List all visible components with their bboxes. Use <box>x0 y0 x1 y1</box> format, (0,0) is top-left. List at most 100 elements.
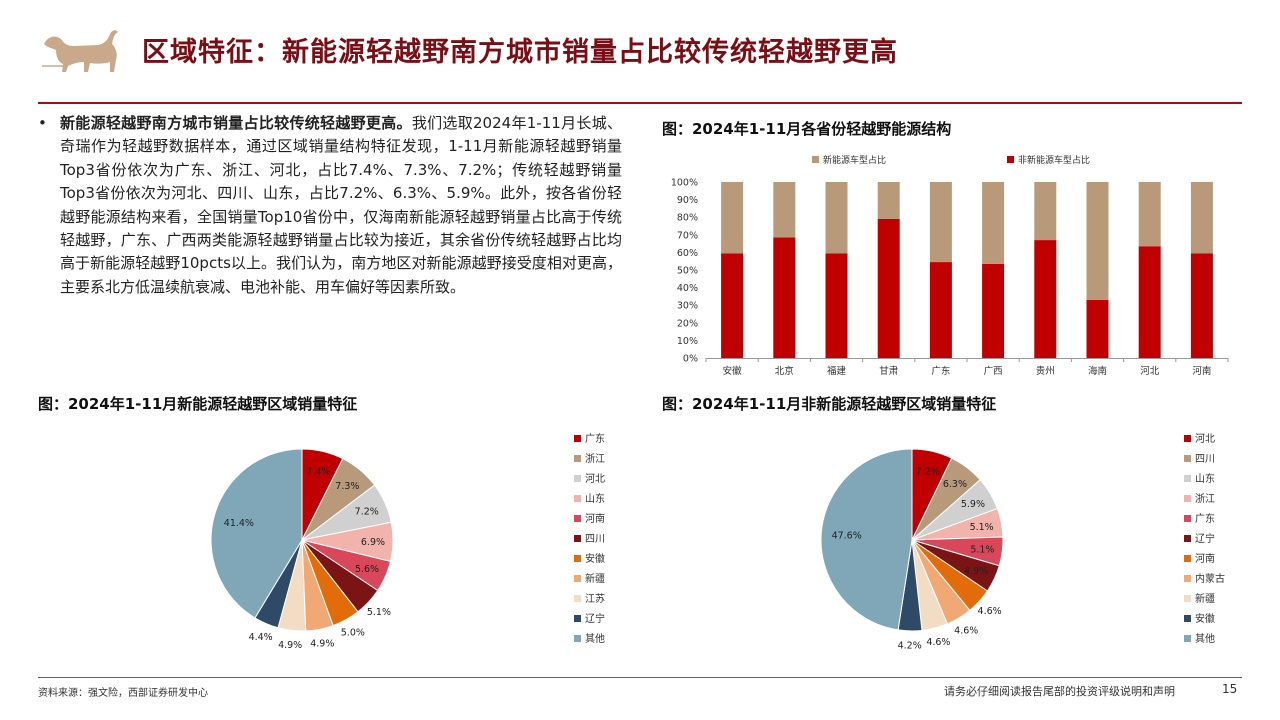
bar-chart-title: 图：2024年1-11月各省份轻越野能源结构 <box>662 120 952 138</box>
bar-segment <box>721 253 744 358</box>
legend-swatch <box>574 534 581 542</box>
pie-slice-label: 4.6% <box>978 606 1002 617</box>
bar-segment <box>721 182 744 254</box>
legend-swatch <box>1184 634 1191 642</box>
x-tick-label: 福建 <box>827 365 847 377</box>
pie-slice <box>210 448 303 619</box>
x-tick-label: 甘肃 <box>879 365 898 377</box>
y-tick-label: 50% <box>677 266 698 277</box>
pie-slice-label: 4.6% <box>954 625 978 636</box>
pie-slice-label: 7.2% <box>916 466 940 477</box>
x-tick-label: 河南 <box>1192 365 1211 377</box>
footer-divider <box>38 677 1242 678</box>
bar-segment <box>773 182 796 238</box>
legend-swatch <box>574 454 581 462</box>
y-tick-label: 0% <box>683 354 698 365</box>
legend-swatch <box>1184 474 1191 482</box>
legend-label: 江苏 <box>585 594 605 605</box>
disclaimer-note: 请务必仔细阅读报告尾部的投资评级说明和声明 <box>944 685 1175 698</box>
legend-label: 河北 <box>585 474 605 485</box>
bar-legend-label: 新能源车型占比 <box>823 154 886 166</box>
bar-segment <box>1034 240 1057 358</box>
bar-segment <box>1138 182 1161 247</box>
legend-swatch <box>574 614 581 622</box>
bar-segment <box>825 253 848 358</box>
legend-label: 内蒙古 <box>1195 574 1225 585</box>
legend-item: 河南 <box>1184 550 1225 570</box>
legend-item: 安徽 <box>1184 610 1225 630</box>
legend-label: 广东 <box>1195 514 1215 525</box>
legend-label: 安徽 <box>1195 614 1215 625</box>
pie-nev-title: 图：2024年1-11月新能源轻越野区域销量特征 <box>38 395 358 413</box>
bar-segment <box>929 262 952 358</box>
bar-legend-swatch <box>1007 156 1014 163</box>
legend-label: 浙江 <box>585 454 605 465</box>
legend-label: 新疆 <box>1195 594 1215 605</box>
legend-label: 浙江 <box>1195 494 1215 505</box>
legend-swatch <box>574 634 581 642</box>
legend-swatch <box>1184 434 1191 442</box>
pie-slice-label: 5.6% <box>355 564 379 575</box>
legend-item: 新疆 <box>574 570 605 590</box>
legend-label: 河南 <box>585 514 605 525</box>
pie-slice <box>820 448 913 631</box>
legend-item: 内蒙古 <box>1184 570 1225 590</box>
legend-label: 广东 <box>585 434 605 445</box>
nev-region-pie-chart: 7.4% 7.3% 7.2% 6.9% 5.6% 5.1%5.0% 4.9% 4.9% 4.4%… <box>210 448 394 651</box>
bar-segment <box>877 182 900 219</box>
pie-slice-label: 7.4% <box>306 466 330 477</box>
legend-label: 山东 <box>585 494 605 505</box>
y-tick-label: 10% <box>677 336 698 347</box>
legend-label: 新疆 <box>585 574 605 585</box>
pie-slice-label: 7.2% <box>355 506 379 517</box>
bar-segment <box>825 182 848 254</box>
legend-swatch <box>574 554 581 562</box>
x-tick-label: 安徽 <box>723 365 743 377</box>
y-tick-label: 90% <box>677 195 698 206</box>
legend-item: 广东 <box>1184 510 1225 530</box>
legend-item: 辽宁 <box>574 610 605 630</box>
legend-item: 其他 <box>574 630 605 650</box>
bull-logo-icon <box>42 30 118 72</box>
legend-swatch <box>1184 534 1191 542</box>
y-tick-label: 70% <box>677 230 698 241</box>
legend-item: 四川 <box>574 530 605 550</box>
legend-swatch <box>574 434 581 442</box>
legend-swatch <box>1184 614 1191 622</box>
legend-item: 辽宁 <box>1184 530 1225 550</box>
bar-segment <box>1138 246 1161 358</box>
bar-segment <box>1190 253 1213 358</box>
summary-paragraph: 新能源轻越野南方城市销量占比较传统轻越野更高。我们选取2024年1-11月长城、… <box>60 112 622 299</box>
legend-item: 河南 <box>574 510 605 530</box>
legend-label: 山东 <box>1195 474 1215 485</box>
bar-segment <box>982 263 1005 358</box>
x-tick-label: 北京 <box>775 365 794 377</box>
summary-body: 我们选取2024年1-11月长城、奇瑞作为轻越野数据样本，通过区域销量结构特征发… <box>60 114 622 296</box>
y-tick-label: 80% <box>677 213 698 224</box>
pie-slice-label: 4.6% <box>926 637 950 648</box>
pie-nev-legend: 广东浙江河北山东河南四川 安徽新疆江苏辽宁 其他 <box>574 430 605 650</box>
pie-slice-label: 5.1% <box>970 522 994 533</box>
legend-item: 其他 <box>1184 630 1225 650</box>
bar-legend-swatch <box>812 156 819 163</box>
legend-swatch <box>574 514 581 522</box>
pie-slice-label: 4.2% <box>898 640 922 651</box>
pie-slice-label: 5.1% <box>367 607 391 618</box>
legend-item: 安徽 <box>574 550 605 570</box>
x-tick-label: 广东 <box>931 365 950 377</box>
x-tick-label: 广西 <box>984 365 1003 377</box>
bar-segment <box>1034 182 1057 241</box>
legend-item: 山东 <box>1184 470 1225 490</box>
legend-item: 河北 <box>1184 430 1225 450</box>
bar-legend-label: 非新能源车型占比 <box>1018 154 1090 166</box>
pie-slice-label: 4.9% <box>278 640 302 651</box>
pie-ice-title: 图：2024年1-11月非新能源轻越野区域销量特征 <box>662 395 997 413</box>
pie-ice-legend: 河北 四川 山东 浙江 广东 辽宁 河南 内蒙古 新疆 安徽 其他 <box>1184 430 1225 650</box>
y-tick-label: 40% <box>677 283 698 294</box>
x-tick-label: 河北 <box>1140 365 1160 377</box>
legend-item: 广东 <box>574 430 605 450</box>
energy-structure-bar-chart: 新能源车型占比 非新能源车型占比 0% 10% 20% 30% 40% 50% 60% 70% 80… <box>671 154 1229 377</box>
legend-swatch <box>1184 494 1191 502</box>
pie-slice-label: 6.9% <box>361 537 385 548</box>
legend-item: 浙江 <box>574 450 605 470</box>
